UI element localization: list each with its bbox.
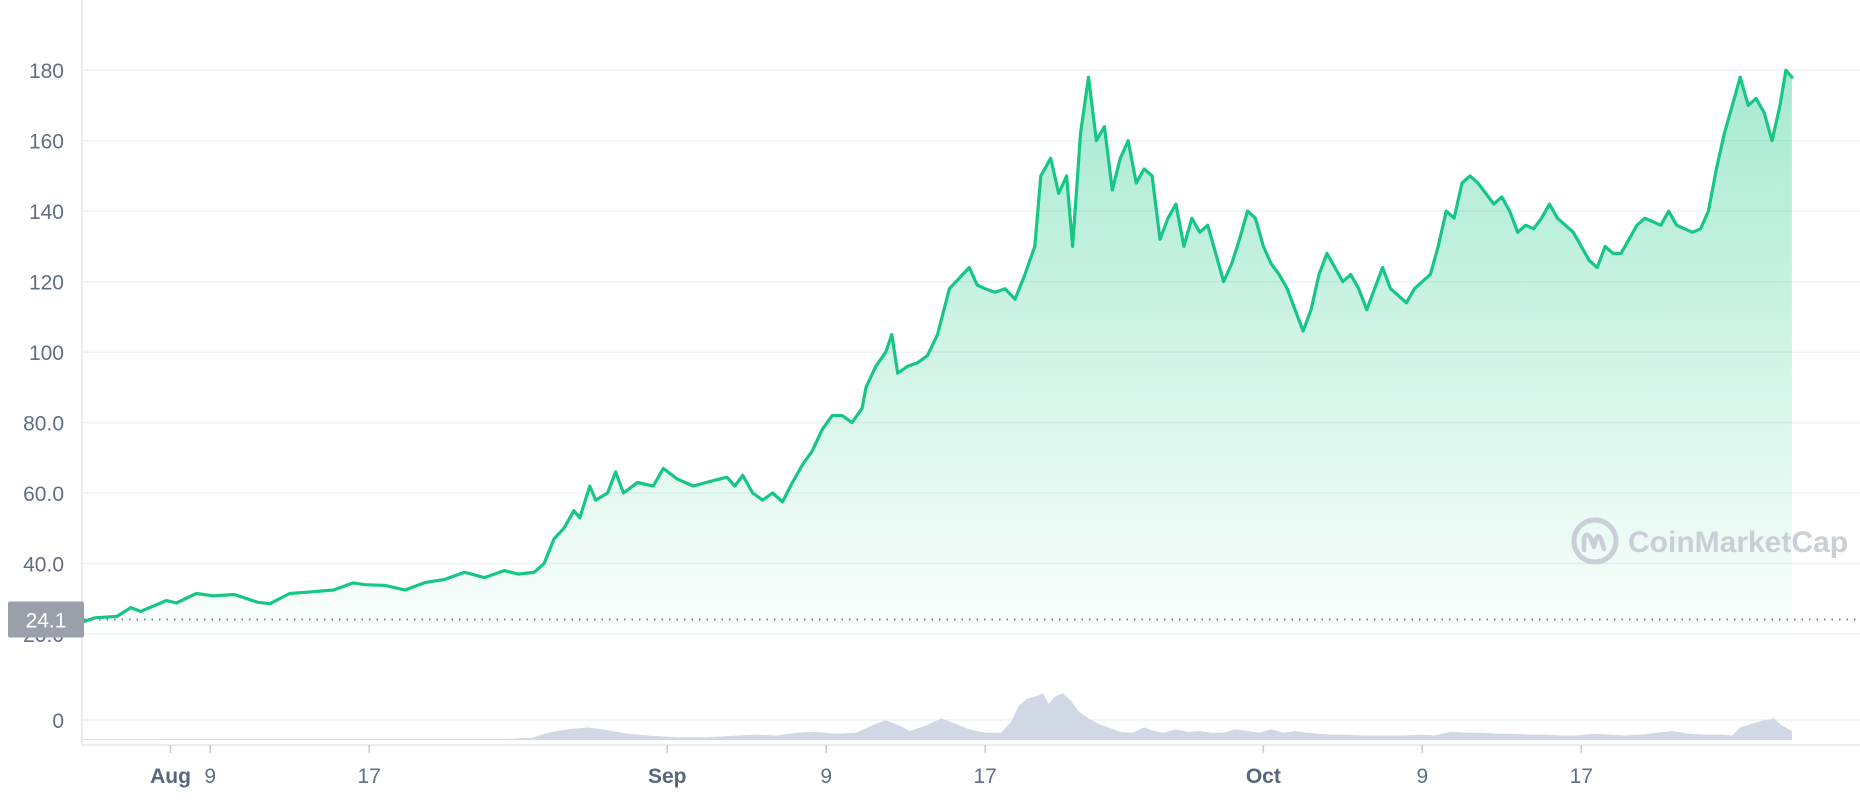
y-tick-label: 180	[29, 60, 64, 83]
x-tick-label: 9	[204, 765, 216, 788]
x-tick-label: Aug	[150, 765, 191, 788]
price-line-path	[81, 68, 1794, 624]
y-tick-label: 100	[29, 342, 64, 365]
start-price-badge	[8, 601, 84, 638]
volume-area	[83, 693, 1792, 740]
coinmarketcap-logo-icon	[1571, 517, 1619, 565]
start-price-marker: 24.1	[8, 601, 1860, 638]
y-tick-label: 0	[52, 710, 64, 733]
x-tick-label: Oct	[1246, 765, 1281, 788]
price-area	[83, 70, 1792, 634]
x-tick-label: 9	[1416, 765, 1428, 788]
watermark: CoinMarketCap	[1571, 517, 1848, 565]
watermark-text: CoinMarketCap	[1628, 526, 1848, 559]
start-price-label: 24.1	[26, 610, 67, 633]
price-area-fill	[83, 70, 1792, 634]
x-tick-label: Sep	[648, 765, 687, 788]
price-line	[81, 68, 1794, 624]
y-tick-label: 120	[29, 272, 64, 295]
x-tick-label: 9	[820, 765, 832, 788]
x-axis-ticks: Aug 9 17 Sep 9 17 Oct 9 17	[150, 745, 1593, 788]
volume-bars	[83, 693, 1792, 740]
y-tick-label: 40.0	[23, 554, 64, 577]
y-tick-label: 160	[29, 131, 64, 154]
y-tick-label: 140	[29, 201, 64, 224]
y-tick-label: 60.0	[23, 483, 64, 506]
x-tick-label: 17	[358, 765, 381, 788]
x-tick-label: 17	[973, 765, 996, 788]
x-tick-label: 17	[1570, 765, 1593, 788]
y-tick-label: 80.0	[23, 413, 64, 436]
